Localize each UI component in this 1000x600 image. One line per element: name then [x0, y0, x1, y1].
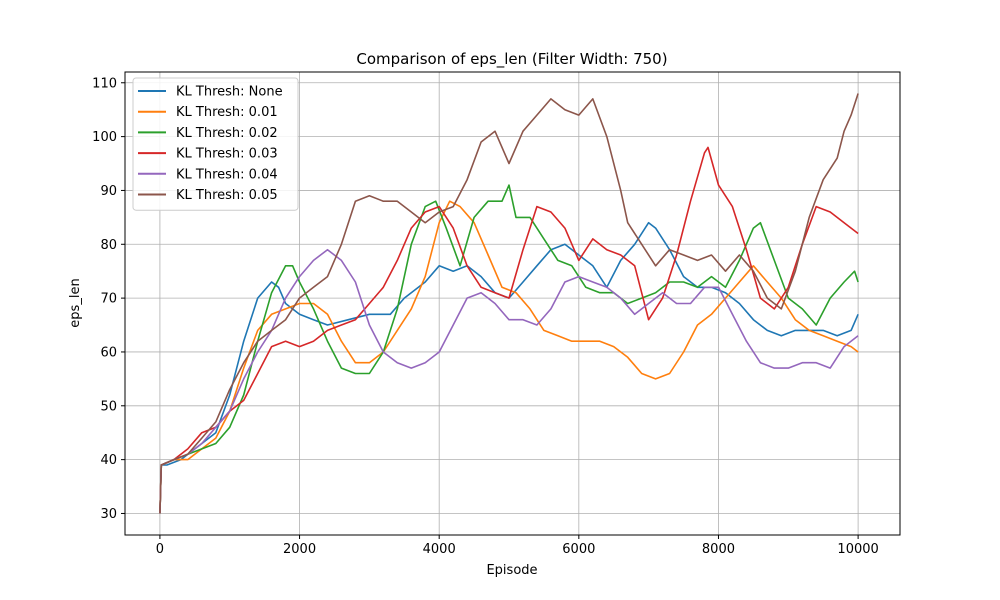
legend-label-4: KL Thresh: 0.04 — [176, 167, 278, 182]
y-tick-label: 50 — [100, 399, 117, 414]
axis-ticks: 0 2000 4000 6000 8000 10000 30 40 50 60 70 80 90 100 1… — [92, 76, 879, 557]
series-line-5 — [159, 93, 859, 514]
y-tick-label: 40 — [100, 453, 117, 468]
legend-label-3: KL Thresh: 0.03 — [176, 147, 278, 162]
y-tick-label: 80 — [100, 238, 117, 253]
legend: KL Thresh: None KL Thresh: 0.01 KL Thresh:… — [132, 77, 299, 211]
legend-box — [132, 77, 299, 211]
x-tick-label: 0 — [156, 542, 164, 557]
y-tick-label: 60 — [100, 345, 117, 360]
y-tick-label: 30 — [100, 507, 117, 522]
plot-frame — [124, 71, 901, 536]
x-tick-label: 10000 — [837, 542, 878, 557]
chart-title: Comparison of eps_len (Filter Width: 750… — [356, 50, 667, 69]
series-line-0 — [159, 221, 859, 514]
legend-label-2: KL Thresh: 0.02 — [176, 126, 278, 141]
y-tick-label: 70 — [100, 292, 117, 307]
legend-label-5: KL Thresh: 0.05 — [176, 188, 278, 203]
grid — [125, 72, 900, 535]
x-tick-label: 6000 — [562, 542, 595, 557]
legend-label-0: KL Thresh: None — [176, 85, 283, 100]
x-tick-label: 4000 — [423, 542, 456, 557]
y-axis-label: eps_len — [68, 278, 83, 327]
x-tick-label: 8000 — [702, 542, 735, 557]
series-lines — [159, 93, 859, 514]
y-tick-label: 110 — [92, 76, 117, 91]
x-tick-label: 2000 — [283, 542, 316, 557]
series-line-1 — [159, 200, 859, 514]
x-axis-label: Episode — [486, 563, 537, 578]
y-tick-label: 90 — [100, 184, 117, 199]
series-line-3 — [159, 146, 859, 514]
series-line-4 — [159, 248, 859, 514]
series-line-2 — [159, 184, 859, 514]
y-tick-label: 100 — [92, 130, 117, 145]
legend-label-1: KL Thresh: 0.01 — [176, 105, 278, 120]
